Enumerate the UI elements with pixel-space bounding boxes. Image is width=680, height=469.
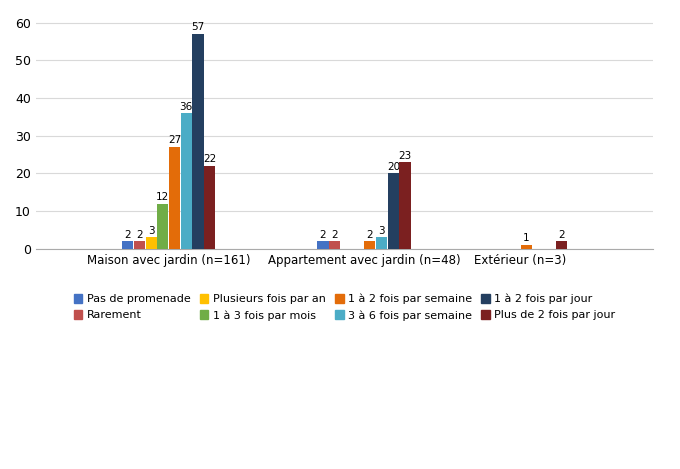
Text: 36: 36 xyxy=(180,101,193,112)
Text: 2: 2 xyxy=(320,230,326,240)
Text: 2: 2 xyxy=(558,230,564,240)
Text: 57: 57 xyxy=(191,23,205,32)
Text: 12: 12 xyxy=(156,192,169,202)
Bar xyxy=(204,166,216,249)
Bar xyxy=(122,241,133,249)
Bar xyxy=(318,241,328,249)
Bar xyxy=(329,241,340,249)
Bar xyxy=(146,237,156,249)
Bar xyxy=(521,245,532,249)
Bar xyxy=(376,237,387,249)
Bar xyxy=(192,34,203,249)
Bar xyxy=(556,241,567,249)
Bar xyxy=(399,162,411,249)
Text: 22: 22 xyxy=(203,154,216,164)
Text: 3: 3 xyxy=(148,226,154,236)
Text: 2: 2 xyxy=(124,230,131,240)
Text: 1: 1 xyxy=(523,234,530,243)
Bar xyxy=(157,204,169,249)
Bar xyxy=(169,147,180,249)
Legend: Pas de promenade, Rarement, Plusieurs fois par an, 1 à 3 fois par mois, 1 à 2 fo: Pas de promenade, Rarement, Plusieurs fo… xyxy=(69,289,620,325)
Text: 2: 2 xyxy=(367,230,373,240)
Text: 3: 3 xyxy=(378,226,385,236)
Bar xyxy=(181,113,192,249)
Text: 2: 2 xyxy=(331,230,338,240)
Text: 27: 27 xyxy=(168,136,181,145)
Bar xyxy=(364,241,375,249)
Bar xyxy=(134,241,145,249)
Text: 20: 20 xyxy=(387,162,400,172)
Text: 23: 23 xyxy=(398,151,411,160)
Bar xyxy=(388,174,399,249)
Text: 2: 2 xyxy=(136,230,143,240)
